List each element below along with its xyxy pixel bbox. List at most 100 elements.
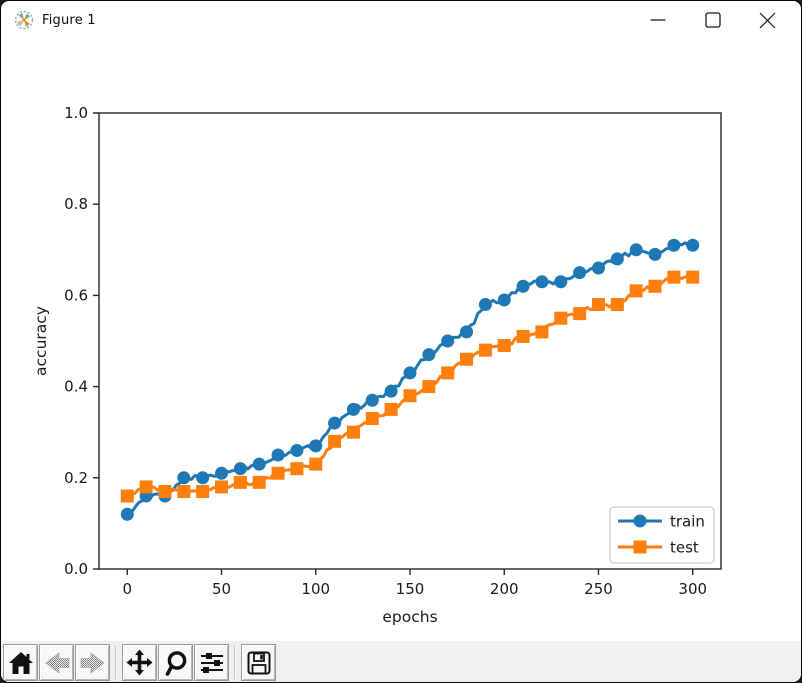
toolbar-separator bbox=[115, 646, 117, 679]
marker-train bbox=[460, 325, 474, 339]
marker-test bbox=[610, 298, 624, 312]
marker-train bbox=[328, 416, 342, 430]
pan-button[interactable] bbox=[122, 644, 157, 681]
marker-test bbox=[686, 270, 700, 284]
x-tick-label: 100 bbox=[301, 580, 330, 598]
marker-train bbox=[422, 348, 436, 362]
marker-train bbox=[271, 448, 285, 462]
marker-train bbox=[290, 443, 304, 457]
marker-test bbox=[233, 475, 247, 489]
marker-train bbox=[309, 439, 323, 453]
x-axis-label: epochs bbox=[382, 608, 437, 626]
close-button[interactable] bbox=[740, 1, 795, 39]
y-tick-label: 0.6 bbox=[64, 286, 88, 304]
magnifier-icon bbox=[165, 650, 186, 676]
pan-arrows-icon bbox=[126, 649, 153, 676]
series-line-test bbox=[125, 274, 695, 498]
marker-test bbox=[422, 380, 436, 394]
marker-test bbox=[365, 412, 379, 426]
marker-test bbox=[648, 279, 662, 293]
home-button[interactable] bbox=[3, 644, 38, 681]
marker-train bbox=[215, 466, 229, 480]
marker-train bbox=[573, 266, 587, 280]
marker-test bbox=[346, 425, 360, 439]
x-tick-label: 0 bbox=[122, 580, 132, 598]
marker-test bbox=[196, 484, 210, 498]
maximize-icon bbox=[704, 12, 721, 28]
marker-test bbox=[215, 480, 229, 494]
sliders-icon bbox=[200, 652, 223, 673]
marker-train bbox=[252, 457, 266, 471]
marker-test bbox=[460, 352, 474, 366]
configure-subplots-button[interactable] bbox=[194, 644, 229, 681]
marker-test bbox=[478, 343, 492, 357]
maximize-button[interactable] bbox=[685, 1, 740, 39]
marker-train bbox=[535, 275, 549, 289]
toolbar-separator bbox=[234, 646, 236, 679]
x-tick-label: 50 bbox=[212, 580, 231, 598]
x-tick-label: 150 bbox=[396, 580, 425, 598]
x-tick-label: 300 bbox=[678, 580, 707, 598]
marker-train bbox=[667, 238, 681, 252]
marker-train bbox=[441, 334, 455, 348]
back-arrow-icon bbox=[45, 651, 69, 674]
y-tick-label: 0.2 bbox=[64, 469, 88, 487]
marker-test bbox=[667, 270, 681, 284]
minimize-icon bbox=[650, 19, 665, 21]
marker-test bbox=[177, 484, 191, 498]
legend-marker-test bbox=[633, 540, 647, 554]
marker-test bbox=[441, 366, 455, 380]
y-tick-label: 0.8 bbox=[64, 195, 88, 213]
window-controls bbox=[630, 1, 795, 39]
y-axis-label: accuracy bbox=[32, 306, 50, 376]
floppy-disk-icon bbox=[247, 651, 270, 674]
zoom-to-rect-button[interactable] bbox=[158, 644, 193, 681]
marker-train bbox=[384, 384, 398, 398]
window-title: Figure 1 bbox=[42, 12, 96, 28]
y-tick-label: 0.4 bbox=[64, 378, 88, 396]
marker-train bbox=[629, 243, 643, 257]
marker-test bbox=[629, 284, 643, 298]
navigation-toolbar bbox=[1, 641, 801, 682]
matplotlib-logo-icon bbox=[14, 10, 34, 30]
marker-test bbox=[516, 329, 530, 343]
back-button[interactable] bbox=[39, 644, 74, 681]
save-button[interactable] bbox=[241, 644, 276, 681]
marker-train bbox=[346, 402, 360, 416]
marker-test bbox=[158, 484, 172, 498]
forward-button[interactable] bbox=[75, 644, 110, 681]
marker-test bbox=[139, 480, 153, 494]
y-tick-label: 1.0 bbox=[64, 104, 88, 122]
marker-train bbox=[648, 247, 662, 261]
close-icon bbox=[759, 12, 776, 28]
marker-test bbox=[554, 311, 568, 325]
marker-train bbox=[403, 366, 417, 380]
titlebar: Figure 1 bbox=[1, 1, 801, 39]
marker-train bbox=[591, 261, 605, 275]
marker-train bbox=[516, 279, 530, 293]
marker-test bbox=[384, 402, 398, 416]
marker-test bbox=[328, 434, 342, 448]
marker-train bbox=[554, 275, 568, 289]
marker-train bbox=[686, 238, 700, 252]
legend-marker-train bbox=[633, 514, 647, 528]
marker-test bbox=[290, 462, 304, 476]
marker-train bbox=[177, 471, 191, 485]
legend-label-test: test bbox=[670, 539, 699, 557]
marker-train bbox=[120, 507, 134, 521]
figure-canvas[interactable]: 0 50 100 150 200 250 300 0.0 0.2 0.4 0.6 0.8 1.0 epoc… bbox=[1, 39, 801, 641]
minimize-button[interactable] bbox=[630, 1, 685, 39]
marker-test bbox=[403, 389, 417, 403]
x-tick-label: 200 bbox=[490, 580, 519, 598]
marker-train bbox=[365, 393, 379, 407]
marker-test bbox=[271, 466, 285, 480]
marker-test bbox=[309, 457, 323, 471]
y-tick-label: 0.0 bbox=[64, 560, 88, 578]
marker-test bbox=[120, 489, 134, 503]
legend-label-train: train bbox=[670, 513, 705, 531]
marker-train bbox=[196, 471, 210, 485]
marker-train bbox=[478, 298, 492, 312]
marker-test bbox=[573, 307, 587, 321]
marker-train bbox=[610, 252, 624, 266]
